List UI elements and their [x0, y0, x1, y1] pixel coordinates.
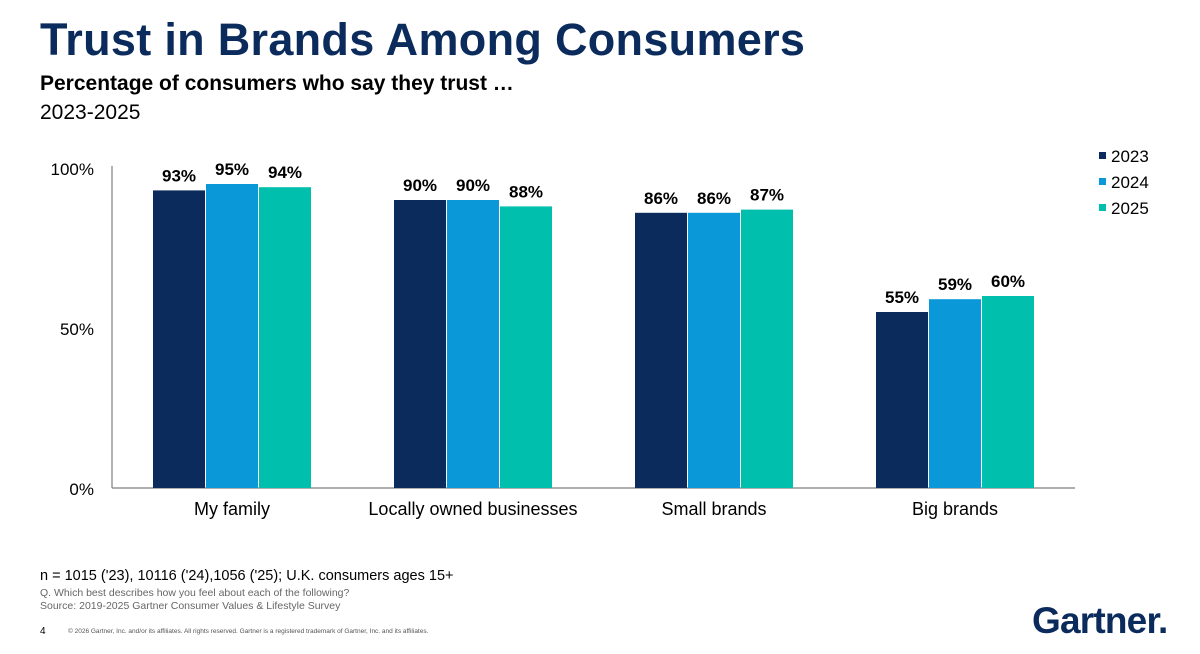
x-category-label: My family [194, 499, 270, 519]
legend-label: 2024 [1111, 173, 1149, 192]
copyright-notice: © 2026 Gartner, Inc. and/or its affiliat… [68, 628, 429, 635]
question-note: Q. Which best describes how you feel abo… [40, 587, 350, 599]
bar-2025-3 [982, 296, 1034, 488]
x-category-label: Small brands [661, 499, 766, 519]
data-label: 86% [644, 189, 678, 208]
legend-swatch-2024 [1099, 178, 1106, 185]
bar-2024-3 [929, 299, 981, 488]
data-label: 93% [162, 166, 196, 185]
bar-2024-1 [447, 200, 499, 488]
data-label: 94% [268, 163, 302, 182]
data-label: 90% [456, 176, 490, 195]
data-label: 60% [991, 272, 1025, 291]
bar-2023-2 [635, 212, 687, 489]
bar-chart: 0% 50% 100% 93% 95% 94% My family 90% 90% 88% Loca… [51, 147, 1149, 519]
legend-label: 2023 [1111, 147, 1149, 166]
data-label: 59% [938, 275, 972, 294]
x-category-label: Locally owned businesses [368, 499, 577, 519]
bar-2024-2 [688, 212, 740, 489]
data-label: 86% [697, 189, 731, 208]
data-label: 90% [403, 176, 437, 195]
x-category-label: Big brands [912, 499, 998, 519]
data-label: 55% [885, 288, 919, 307]
gartner-logo: Gartner. [1032, 600, 1168, 641]
source-note: Source: 2019-2025 Gartner Consumer Value… [40, 600, 341, 612]
y-tick-label: 0% [69, 480, 94, 499]
data-label: 88% [509, 182, 543, 201]
bar-2024-0 [206, 184, 258, 488]
legend-label: 2025 [1111, 199, 1149, 218]
bar-2023-0 [153, 190, 205, 488]
bar-2025-1 [500, 206, 552, 488]
page-title: Trust in Brands Among Consumers [40, 14, 806, 65]
chart-subtitle: Percentage of consumers who say they tru… [40, 72, 514, 95]
sample-note: n = 1015 ('23), 10116 ('24),1056 ('25); … [40, 568, 454, 584]
legend-swatch-2025 [1099, 204, 1106, 211]
bar-2023-3 [876, 312, 928, 488]
bar-2023-1 [394, 200, 446, 488]
data-label: 95% [215, 160, 249, 179]
legend-swatch-2023 [1099, 152, 1106, 159]
y-tick-label: 50% [60, 320, 94, 339]
bar-2025-2 [741, 209, 793, 488]
data-label: 87% [750, 186, 784, 205]
chart-period: 2023-2025 [40, 101, 141, 124]
bar-2025-0 [259, 187, 311, 488]
page-number: 4 [40, 626, 46, 637]
y-tick-label: 100% [51, 160, 94, 179]
